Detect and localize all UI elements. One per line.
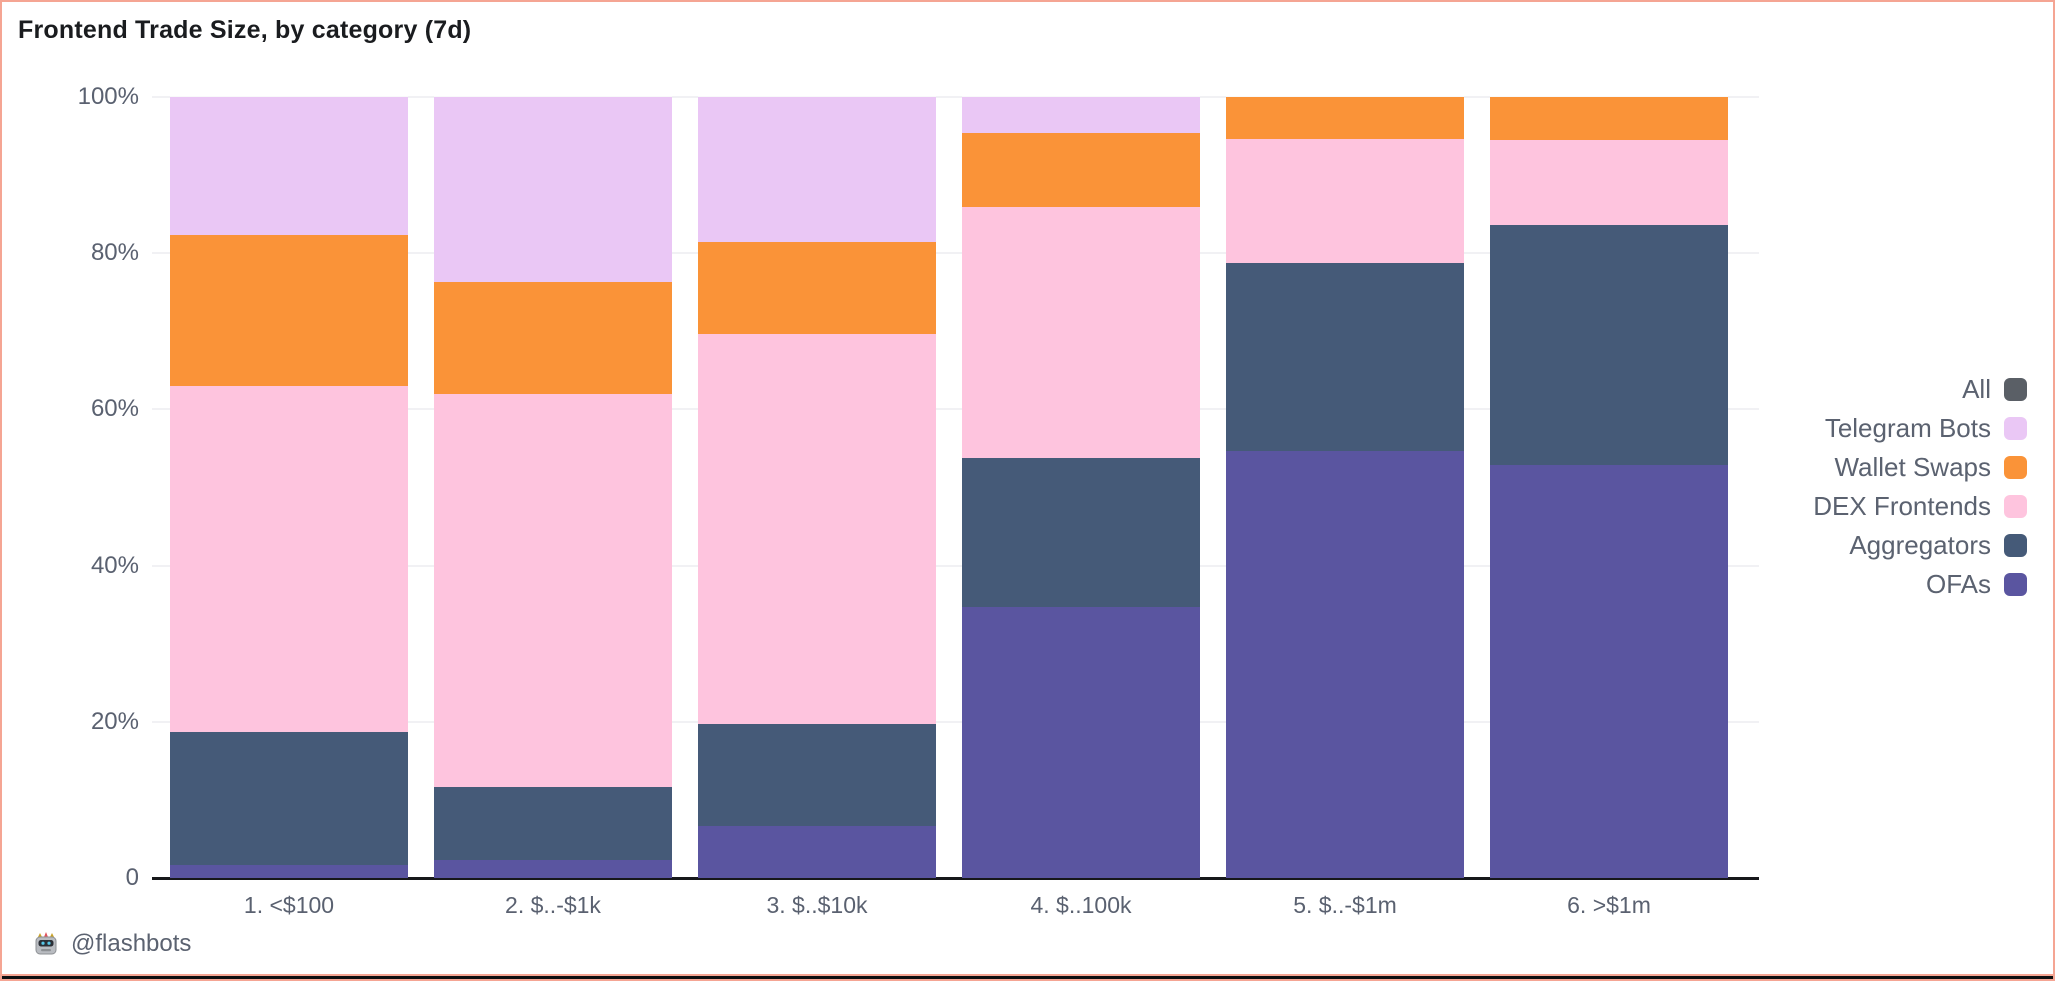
bar-2	[434, 97, 672, 878]
y-tick-label: 100%	[77, 83, 139, 110]
bar-segment[interactable]	[1226, 263, 1464, 451]
bar-segment[interactable]	[962, 97, 1200, 133]
bar-segment[interactable]	[698, 724, 936, 826]
bar-segment[interactable]	[1490, 97, 1728, 140]
x-category-label: 2. $..-$1k	[505, 892, 601, 918]
bar-segment[interactable]	[698, 97, 936, 242]
bar-segment[interactable]	[170, 731, 408, 865]
legend-label: Telegram Bots	[1824, 413, 1991, 443]
flashbots-robot-icon	[35, 932, 57, 955]
legend-label: All	[1962, 374, 1991, 404]
legend-label: Aggregators	[1849, 530, 1991, 560]
bar-segment[interactable]	[434, 786, 672, 861]
bottom-edge	[2, 976, 2053, 979]
legend-item-dex-frontends[interactable]: DEX Frontends	[1813, 491, 2027, 521]
bar-segment[interactable]	[698, 333, 936, 725]
bar-segment[interactable]	[962, 457, 1200, 607]
x-category-label: 3. $..$10k	[766, 892, 868, 918]
bar-segment[interactable]	[698, 825, 936, 878]
bar-segment[interactable]	[434, 97, 672, 283]
bar-segment[interactable]	[170, 385, 408, 732]
legend: All Telegram Bots Wallet Swaps DEX Frontend…	[1813, 374, 2027, 599]
bar-segment[interactable]	[434, 282, 672, 394]
y-tick-label: 80%	[90, 239, 139, 267]
legend-item-aggregators[interactable]: Aggregators	[1849, 530, 2027, 560]
gridline	[152, 408, 1759, 411]
bar-segment[interactable]	[434, 860, 672, 878]
bar-segment[interactable]	[1490, 139, 1728, 226]
gridline	[152, 720, 1759, 723]
y-tick-label: 60%	[90, 395, 139, 423]
legend-label: DEX Frontends	[1813, 491, 1991, 521]
legend-swatch	[2004, 377, 2027, 401]
bar-5	[1226, 97, 1464, 878]
legend-item-telegram-bots[interactable]: Telegram Bots	[1825, 413, 2027, 443]
x-axis-labels: 1. <$100 2. $..-$1k 3. $..$10k 4. $..100k 5.…	[152, 892, 1759, 926]
bar-segment[interactable]	[698, 241, 936, 334]
x-category-label: 6. >$1m	[1567, 892, 1651, 918]
bar-segment[interactable]	[1226, 97, 1464, 140]
bar-3	[698, 97, 936, 878]
bar-segment[interactable]	[170, 864, 408, 878]
footer-handle: @flashbots	[71, 930, 192, 957]
y-tick-label: 0	[125, 864, 139, 891]
legend-swatch	[2004, 572, 2027, 596]
legend-label: Wallet Swaps	[1834, 452, 1991, 482]
bar-segment[interactable]	[170, 235, 408, 386]
plot-area	[152, 96, 1759, 880]
footer: @flashbots	[32, 930, 191, 958]
legend-item-ofas[interactable]: OFAs	[1926, 569, 2027, 599]
y-tick-label: 20%	[90, 707, 139, 735]
gridline	[152, 252, 1759, 255]
gridline	[152, 564, 1759, 567]
bar-1	[170, 97, 408, 878]
legend-item-wallet-swaps[interactable]: Wallet Swaps	[1834, 452, 2027, 482]
bar-segment[interactable]	[962, 132, 1200, 208]
bar-segment[interactable]	[1490, 464, 1728, 878]
x-category-label: 4. $..100k	[1030, 892, 1132, 918]
x-category-label: 1. <$100	[243, 892, 335, 918]
bar-segment[interactable]	[434, 393, 672, 787]
bar-4	[962, 97, 1200, 878]
y-tick-label: 40%	[90, 551, 139, 579]
legend-swatch	[2004, 533, 2027, 557]
page-title: Frontend Trade Size, by category (7d)	[18, 16, 472, 44]
legend-swatch	[2004, 494, 2027, 518]
bar-segment[interactable]	[170, 97, 408, 236]
bars-container	[152, 97, 1759, 878]
bar-segment[interactable]	[1490, 225, 1728, 465]
bar-6	[1490, 97, 1728, 878]
bar-segment[interactable]	[1226, 139, 1464, 264]
bar-segment[interactable]	[1226, 450, 1464, 878]
x-axis-line	[152, 877, 1759, 880]
y-axis-labels: 0 20% 40% 60% 80% 100%	[2, 83, 139, 891]
legend-item-all[interactable]: All	[1962, 374, 2027, 404]
gridline	[152, 96, 1759, 98]
legend-swatch	[2004, 455, 2027, 479]
legend-label: OFAs	[1925, 569, 1991, 599]
bar-segment[interactable]	[962, 607, 1200, 878]
x-category-label: 5. $..-$1m	[1293, 892, 1397, 918]
legend-swatch	[2004, 416, 2027, 440]
bar-segment[interactable]	[962, 207, 1200, 458]
bottom-border-line	[2, 974, 2053, 976]
